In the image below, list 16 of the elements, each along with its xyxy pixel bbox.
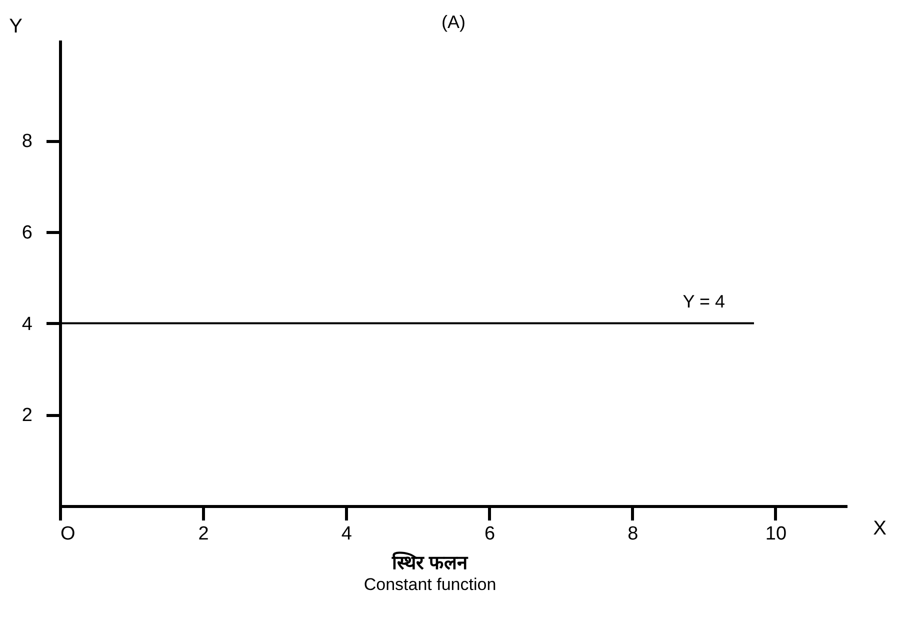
x-tick-label: 10 xyxy=(765,524,787,544)
x-tick-label: 8 xyxy=(628,524,638,544)
text: स्थिर फलन xyxy=(390,553,470,574)
y-tick-label: 8 xyxy=(22,131,32,152)
y-tick-label: 2 xyxy=(22,405,32,426)
x-axis-title: X xyxy=(873,518,886,540)
x-tick-label: O xyxy=(60,524,76,544)
chart-title: (A) xyxy=(442,12,466,32)
x-tick-label: 4 xyxy=(341,524,352,544)
annotation: Y = 4 xyxy=(682,291,726,312)
x-tick-label: 2 xyxy=(198,524,209,544)
y-tick-label: 4 xyxy=(22,314,33,335)
y-tick-label: 6 xyxy=(22,222,32,244)
x-tick-label: 6 xyxy=(484,524,496,544)
y-axis-title: Y xyxy=(9,16,22,38)
text: Constant function xyxy=(362,574,498,595)
